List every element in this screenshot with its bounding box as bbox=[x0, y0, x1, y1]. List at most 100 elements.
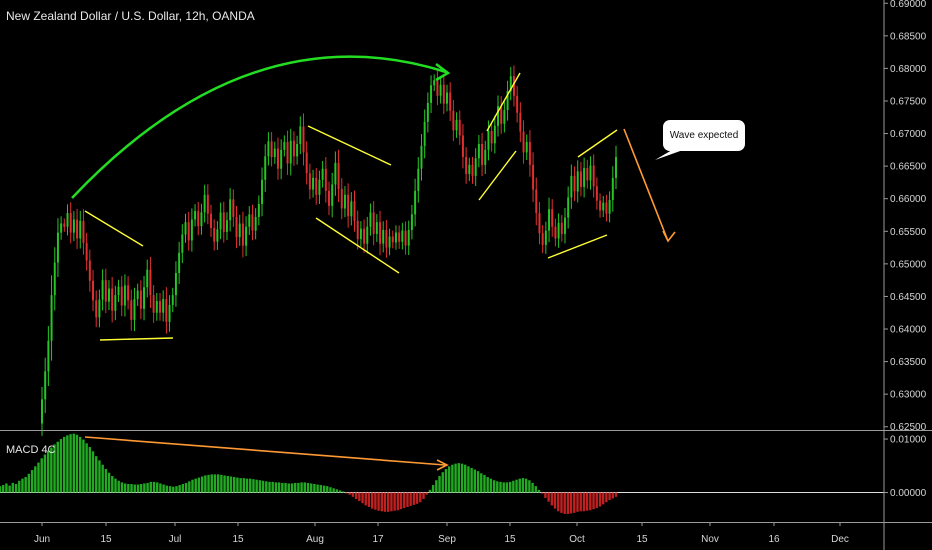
candle bbox=[449, 92, 452, 111]
candle bbox=[426, 102, 429, 122]
pattern-line bbox=[577, 129, 618, 158]
macd-bar bbox=[69, 434, 72, 493]
time-tick-label: Jul bbox=[169, 534, 182, 545]
candle bbox=[184, 222, 187, 235]
candle bbox=[563, 217, 566, 234]
macd-bar bbox=[281, 482, 284, 493]
candle bbox=[289, 140, 292, 164]
macd-bar bbox=[5, 483, 8, 493]
macd-bar bbox=[293, 482, 297, 493]
candle bbox=[398, 232, 401, 242]
macd-bar bbox=[582, 492, 586, 512]
candle bbox=[98, 299, 101, 318]
pattern-line bbox=[307, 125, 392, 166]
price-tick-label: 0.67000 bbox=[890, 129, 927, 140]
candle bbox=[404, 230, 407, 246]
candle bbox=[280, 149, 283, 169]
macd-bar bbox=[287, 483, 290, 493]
macd-bar bbox=[614, 492, 618, 497]
macd-bar bbox=[226, 475, 229, 493]
candle bbox=[474, 158, 477, 176]
candle bbox=[283, 142, 286, 150]
candle bbox=[516, 95, 519, 113]
candle bbox=[608, 200, 611, 214]
macd-bar bbox=[27, 473, 31, 493]
candle bbox=[433, 80, 436, 86]
macd-bar bbox=[380, 492, 383, 512]
macd-bar bbox=[383, 492, 387, 512]
macd-tick-label: 0.01000 bbox=[890, 435, 927, 446]
callout-tail bbox=[655, 150, 683, 160]
candle bbox=[296, 143, 299, 157]
macd-bar bbox=[393, 492, 396, 511]
macd-bar bbox=[43, 454, 47, 493]
macd-bar bbox=[136, 484, 140, 493]
macd-tick-label: 0.00000 bbox=[890, 488, 927, 499]
macd-bar bbox=[149, 481, 152, 493]
macd-bar bbox=[444, 469, 448, 493]
candle bbox=[452, 110, 455, 131]
candle bbox=[446, 92, 448, 104]
candle bbox=[490, 130, 493, 144]
candle bbox=[509, 76, 512, 92]
candle bbox=[557, 222, 560, 239]
candle bbox=[321, 168, 324, 180]
macd-bar bbox=[8, 485, 11, 493]
pattern-line bbox=[84, 210, 144, 247]
macd-histogram bbox=[0, 433, 884, 514]
macd-bar bbox=[431, 485, 435, 493]
macd-bar bbox=[14, 483, 18, 493]
candle bbox=[79, 220, 82, 239]
candle bbox=[324, 168, 327, 191]
candle bbox=[273, 148, 276, 158]
macd-bar bbox=[489, 478, 493, 493]
candle bbox=[53, 262, 56, 296]
candle bbox=[372, 212, 375, 234]
candle bbox=[117, 286, 120, 296]
macd-bar bbox=[204, 475, 207, 493]
macd-bar bbox=[168, 486, 172, 493]
macd-bar bbox=[322, 485, 326, 493]
candle bbox=[369, 212, 372, 227]
candle bbox=[248, 214, 251, 227]
macd-bar bbox=[127, 483, 130, 493]
candle bbox=[203, 194, 206, 213]
candle bbox=[525, 142, 528, 153]
candle bbox=[506, 91, 509, 111]
candle bbox=[181, 234, 184, 253]
candle bbox=[123, 285, 126, 306]
candle bbox=[458, 119, 461, 136]
chart-title: New Zealand Dollar / U.S. Dollar, 12h, O… bbox=[6, 9, 255, 23]
macd-bar bbox=[11, 482, 15, 493]
candle bbox=[567, 197, 570, 218]
macd-bar bbox=[277, 482, 281, 493]
macd-bar bbox=[79, 436, 82, 493]
candle bbox=[528, 142, 531, 165]
macd-bar bbox=[107, 472, 111, 493]
projection-arrow bbox=[623, 128, 669, 242]
candle bbox=[286, 142, 289, 164]
candle bbox=[245, 226, 248, 246]
candle bbox=[611, 177, 614, 201]
candle bbox=[143, 287, 146, 309]
candle bbox=[270, 141, 273, 158]
macd-bar bbox=[194, 478, 197, 493]
pattern-line bbox=[547, 234, 608, 259]
price-tick-label: 0.66500 bbox=[890, 162, 927, 173]
candle bbox=[592, 165, 595, 187]
macd-bar bbox=[605, 492, 608, 503]
candle bbox=[394, 232, 397, 243]
candle bbox=[497, 106, 499, 126]
macd-bar bbox=[537, 489, 541, 493]
candle bbox=[548, 209, 551, 231]
candle bbox=[532, 164, 535, 190]
candle bbox=[602, 202, 605, 211]
candle bbox=[414, 190, 417, 215]
macd-bar bbox=[98, 460, 101, 493]
macd-bar bbox=[496, 481, 499, 493]
macd-bar bbox=[91, 451, 95, 493]
macd-bar bbox=[595, 492, 598, 509]
candle bbox=[66, 213, 69, 227]
macd-bar bbox=[220, 474, 223, 493]
macd-bar bbox=[178, 485, 181, 493]
